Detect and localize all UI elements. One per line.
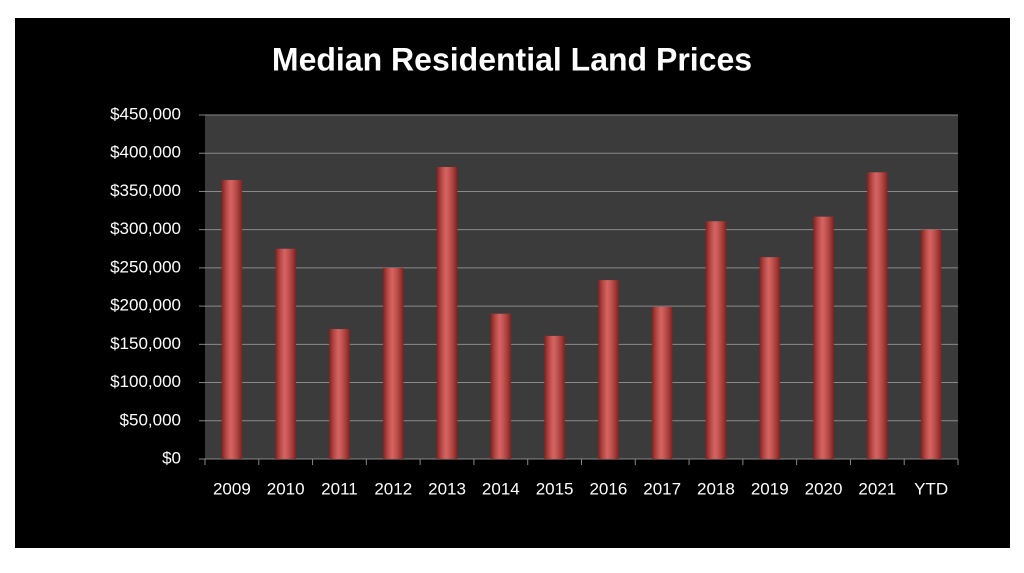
x-tick-label: 2011: [321, 479, 358, 498]
bar-shade: [436, 166, 458, 459]
y-tick-label: $250,000: [110, 257, 181, 276]
x-tick-label: 2010: [267, 479, 305, 498]
bar-shade: [705, 221, 727, 459]
y-tick-label: $150,000: [110, 334, 181, 353]
x-tick-label: 2020: [805, 479, 843, 498]
x-tick-label: 2021: [858, 479, 896, 498]
y-tick-label: $200,000: [110, 296, 181, 315]
y-tick-label: $300,000: [110, 219, 181, 238]
bar-shade: [867, 172, 888, 460]
x-tick-label: 2013: [428, 479, 466, 498]
x-tick-label: 2014: [482, 479, 520, 498]
x-tick-label: 2012: [374, 479, 412, 498]
x-tick-label: 2017: [643, 479, 681, 498]
bar-shade: [759, 257, 780, 459]
bar-shade: [490, 313, 512, 459]
bar-shade: [598, 280, 619, 459]
bar-shade: [544, 335, 565, 459]
x-tick-label: 2016: [589, 479, 627, 498]
x-tick-label: YTD: [914, 479, 948, 498]
bar-shade: [221, 179, 243, 459]
bar-shade: [813, 216, 834, 459]
chart-title: Median Residential Land Prices: [272, 41, 752, 77]
y-tick-label: $0: [162, 448, 181, 467]
x-tick-label: 2019: [751, 479, 789, 498]
x-tick-label: 2015: [536, 479, 574, 498]
x-tick-label: 2009: [213, 479, 251, 498]
bar-shade: [651, 306, 673, 459]
bar-shade: [275, 248, 296, 459]
y-tick-label: $350,000: [110, 181, 181, 200]
y-tick-label: $450,000: [110, 104, 181, 123]
y-tick-label: $50,000: [120, 410, 181, 429]
x-tick-label: 2018: [697, 479, 735, 498]
y-tick-label: $100,000: [110, 372, 181, 391]
plot-area: [205, 115, 958, 459]
bar-shade: [329, 329, 350, 459]
bar-shade: [383, 267, 404, 459]
bar-shade: [920, 229, 942, 459]
y-tick-label: $400,000: [110, 143, 181, 162]
